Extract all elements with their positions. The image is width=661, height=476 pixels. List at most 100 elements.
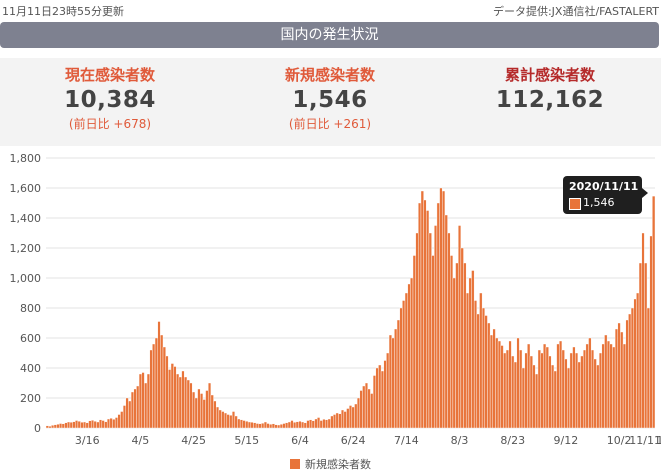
bar xyxy=(508,340,512,429)
bar xyxy=(569,352,573,429)
bar xyxy=(455,262,459,429)
x-tick-label: 10/22 xyxy=(656,434,661,447)
bar xyxy=(96,421,100,429)
tooltip-value: 1,546 xyxy=(583,196,615,209)
bar xyxy=(298,421,302,429)
bar xyxy=(596,364,600,429)
bar xyxy=(399,307,403,429)
bar xyxy=(335,412,339,429)
bar xyxy=(77,421,81,429)
bar xyxy=(481,307,485,429)
x-tick-label: 4/25 xyxy=(181,434,206,447)
bar xyxy=(303,422,307,429)
bar xyxy=(590,349,595,429)
new-cases-label: 新規感染者数 xyxy=(284,66,375,84)
y-tick-label: 1,800 xyxy=(10,152,42,165)
updated-time: 11月11日23時55分更新 xyxy=(2,5,124,18)
bar xyxy=(434,225,438,429)
bar xyxy=(420,190,424,429)
bar xyxy=(125,397,129,429)
bar xyxy=(237,418,241,429)
bar xyxy=(104,421,108,429)
x-axis-ticks: 3/16 4/5 4/25 5/15 6/4 6/24 7/14 8/3 8/23 9/12 10/… xyxy=(75,434,661,447)
bar xyxy=(588,337,592,429)
bar xyxy=(242,420,246,429)
bar xyxy=(67,421,71,429)
bar xyxy=(348,405,353,429)
bar xyxy=(527,343,531,429)
x-tick-label: 5/15 xyxy=(234,434,259,447)
bar xyxy=(577,361,581,429)
x-tick-label: 11/11 xyxy=(629,434,661,447)
bar xyxy=(45,425,49,429)
bar xyxy=(513,361,517,429)
bar xyxy=(80,422,84,429)
y-tick-label: 0 xyxy=(34,422,41,435)
bar xyxy=(64,422,68,429)
bar xyxy=(428,232,432,429)
bar xyxy=(306,420,310,429)
bar xyxy=(644,262,648,429)
bar xyxy=(309,419,313,429)
bar xyxy=(439,187,443,429)
bar xyxy=(112,419,116,429)
current-cases-value: 10,384 xyxy=(64,87,156,113)
bar xyxy=(364,382,368,429)
bar xyxy=(231,411,236,429)
bar xyxy=(247,421,251,429)
bar xyxy=(295,421,299,429)
bar xyxy=(612,346,616,429)
x-tick-label: 8/23 xyxy=(500,434,525,447)
bar xyxy=(255,423,259,429)
bar xyxy=(540,352,544,429)
current-cases-stat: 現在感染者数 10,384 (前日比 +678) xyxy=(10,64,210,132)
bar xyxy=(452,277,456,429)
bar xyxy=(165,355,169,429)
bar xyxy=(287,421,291,429)
bar xyxy=(69,422,73,429)
new-cases-delta: (前日比 +261) xyxy=(288,117,372,131)
tooltip-swatch xyxy=(569,198,581,210)
bar xyxy=(223,412,228,429)
bar xyxy=(266,423,270,429)
stats-panel: 現在感染者数 10,384 (前日比 +678) 新規感染者数 1,546 (前… xyxy=(0,58,661,146)
bar xyxy=(561,349,565,429)
bar xyxy=(88,420,92,429)
bar xyxy=(476,313,480,429)
bar xyxy=(325,419,329,429)
bar xyxy=(620,331,624,429)
bar xyxy=(279,424,283,429)
bar xyxy=(458,225,462,429)
bar xyxy=(91,420,95,429)
bar xyxy=(497,340,501,429)
bar xyxy=(51,425,55,429)
bar xyxy=(396,319,400,429)
bar xyxy=(53,424,57,429)
bar xyxy=(181,370,185,429)
bar xyxy=(200,393,204,429)
bar xyxy=(575,352,579,429)
bar xyxy=(120,411,124,429)
bar xyxy=(630,307,634,429)
chart-legend[interactable]: 新規感染者数 xyxy=(0,456,661,472)
bar xyxy=(551,364,555,429)
bar xyxy=(330,415,334,429)
bar xyxy=(529,355,533,429)
bar xyxy=(388,334,392,429)
bar xyxy=(56,424,60,429)
bar xyxy=(463,262,467,429)
bar xyxy=(98,419,103,429)
bar xyxy=(128,400,132,429)
bar xyxy=(157,321,161,429)
bar xyxy=(194,397,198,429)
new-cases-chart[interactable]: 0 200 400 600 800 1,000 1,200 1,400 1,600 1,800 3… xyxy=(0,148,661,454)
new-cases-stat: 新規感染者数 1,546 (前日比 +261) xyxy=(230,64,430,132)
bar xyxy=(149,349,153,429)
legend-label: 新規感染者数 xyxy=(305,458,371,471)
x-tick-label: 6/24 xyxy=(341,434,366,447)
bar xyxy=(338,413,342,429)
bar xyxy=(176,373,180,429)
bar xyxy=(354,403,358,429)
y-tick-label: 1,400 xyxy=(10,212,42,225)
bar xyxy=(548,355,552,429)
